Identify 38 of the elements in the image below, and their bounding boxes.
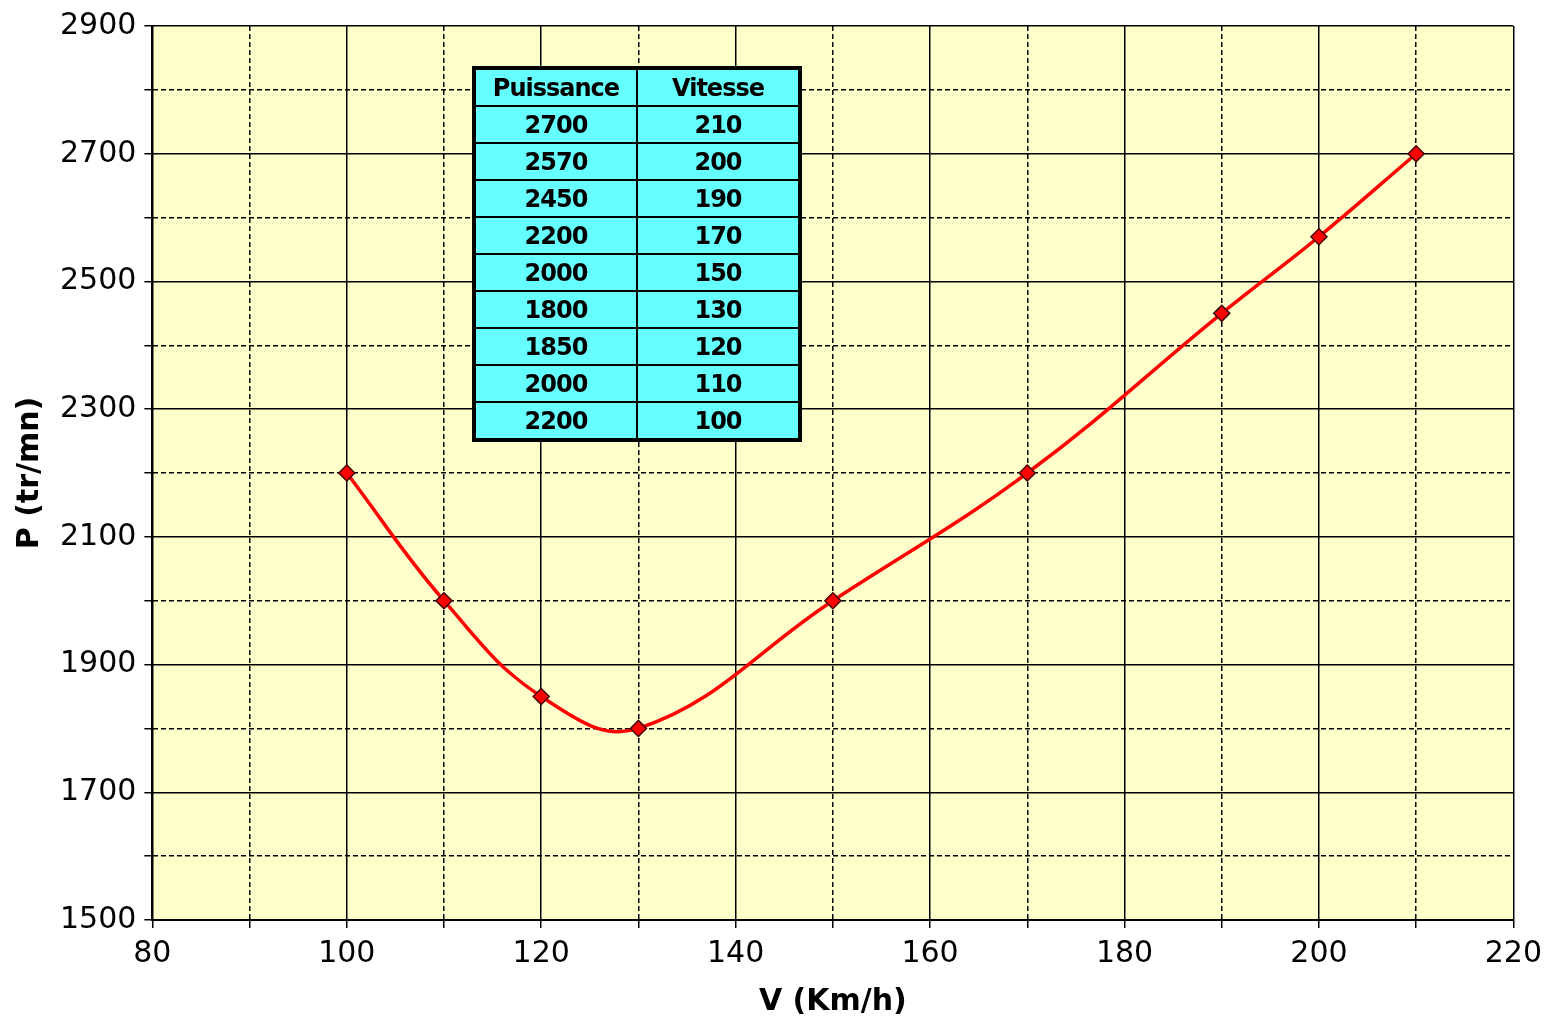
annotation: 2200	[474, 402, 637, 440]
annotation: 170	[637, 217, 800, 254]
annotation: 120	[637, 328, 800, 365]
annotation: 2200	[474, 217, 637, 254]
y-tick-label: 1500	[59, 899, 137, 935]
x-tick-label: 100	[318, 933, 376, 969]
x-tick-label: 140	[707, 933, 765, 969]
x-tick-label: 160	[901, 933, 959, 969]
annotation: 200	[637, 143, 800, 180]
annotation: 2450	[474, 180, 637, 217]
annotation: Puissance	[474, 68, 637, 106]
x-tick-label: 120	[512, 933, 570, 969]
annotation: 2000	[474, 254, 637, 291]
x-tick-label: 200	[1290, 933, 1348, 969]
annotation: 2570	[474, 143, 637, 180]
annotation: 1800	[474, 291, 637, 328]
x-tick-label: 220	[1484, 933, 1542, 969]
annotation: 150	[637, 254, 800, 291]
y-tick-label: 2300	[59, 388, 137, 424]
annotation: 100	[637, 402, 800, 440]
annotation: 210	[637, 106, 800, 143]
annotation: 130	[637, 291, 800, 328]
annotation: 1850	[474, 328, 637, 365]
y-tick-label: 1700	[59, 772, 137, 808]
x-tick-label: 80	[133, 933, 172, 969]
annotation: 2700	[474, 106, 637, 143]
y-axis-title: P (tr/mn)	[9, 396, 45, 550]
annotation: 190	[637, 180, 800, 217]
x-tick-label: 180	[1095, 933, 1154, 969]
y-tick-label: 2500	[59, 261, 137, 297]
y-tick-label: 1900	[59, 644, 137, 680]
y-tick-label: 2100	[59, 516, 137, 552]
annotation: 2000	[474, 365, 637, 402]
y-tick-label: 2900	[59, 5, 137, 41]
y-tick-label: 2700	[59, 133, 137, 169]
annotation: 110	[637, 365, 800, 402]
x-axis-title: V (Km/h)	[758, 981, 907, 1017]
annotation: Vitesse	[637, 68, 800, 106]
